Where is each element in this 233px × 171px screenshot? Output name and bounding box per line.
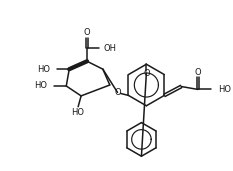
Text: HO: HO [38, 65, 50, 74]
Text: OH: OH [104, 44, 117, 53]
Text: O: O [143, 69, 150, 78]
Text: HO: HO [71, 108, 84, 117]
Text: O: O [84, 28, 90, 37]
Text: O: O [114, 88, 121, 97]
Text: HO: HO [34, 82, 48, 90]
Text: HO: HO [218, 85, 231, 94]
Text: O: O [195, 68, 201, 77]
